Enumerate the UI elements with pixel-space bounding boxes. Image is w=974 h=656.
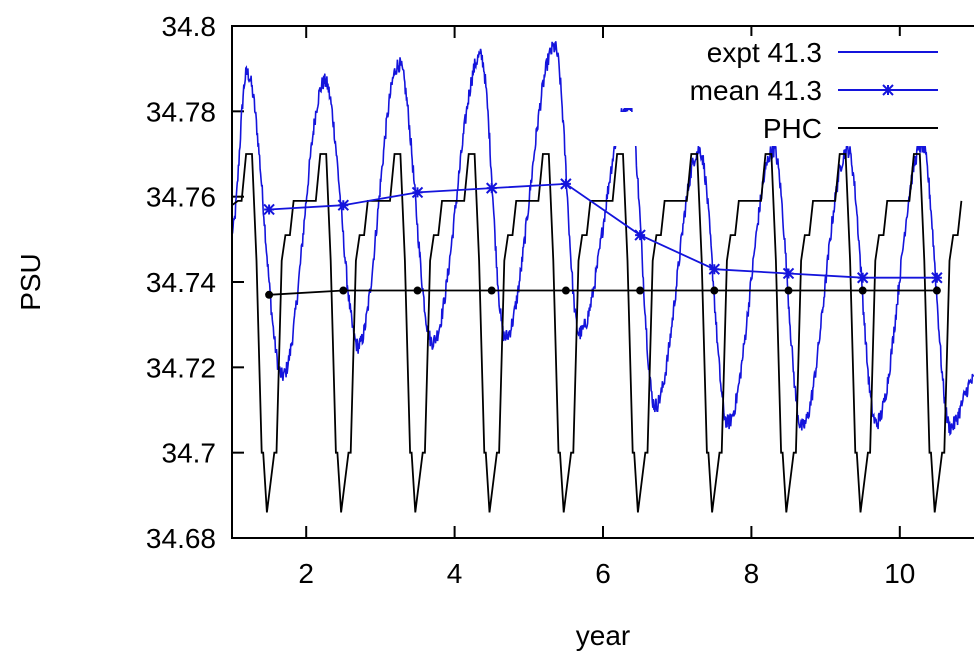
mean-41-3-point	[782, 267, 795, 280]
mean-41-3-point	[485, 182, 498, 194]
x-axis-ticks: 2 4 6 8 10	[298, 26, 915, 589]
y-tick-label: 34.7	[162, 438, 217, 469]
phc-mean-point	[561, 286, 570, 295]
x-tick-label: 10	[884, 558, 915, 589]
phc-mean-point	[487, 286, 496, 295]
legend: expt 41.3 mean 41.3 PHC	[610, 36, 962, 146]
mean-41-3-point	[931, 272, 943, 284]
mean-41-3-point	[411, 186, 424, 199]
phc-mean-point	[636, 286, 645, 295]
phc-mean-point	[710, 286, 719, 295]
plot-frame	[231, 25, 974, 539]
y-axis-label: PSU	[15, 253, 46, 311]
y-tick-label: 34.72	[146, 352, 216, 383]
phc-mean-point	[265, 290, 274, 299]
mean-41-3-point	[708, 263, 721, 275]
legend-marker	[882, 84, 894, 96]
phc-mean-point	[784, 286, 793, 295]
mean-41-3-point	[263, 203, 275, 216]
legend-label: PHC	[763, 113, 822, 144]
y-tick-label: 34.78	[146, 96, 216, 127]
series-layer	[232, 41, 974, 513]
mean-41-3-point	[337, 199, 350, 211]
plot-border	[231, 25, 974, 539]
phc-mean-point	[932, 286, 941, 295]
phc-mean-point	[339, 286, 348, 295]
mean-41-3-point	[634, 229, 646, 241]
y-axis-ticks: 34.68 34.7 34.72 34.74 34.76 34.78 34.8	[146, 11, 244, 554]
x-tick-label: 6	[595, 558, 611, 589]
y-tick-label: 34.68	[146, 523, 216, 554]
y-tick-label: 34.76	[146, 182, 216, 213]
x-tick-label: 4	[447, 558, 463, 589]
phc-mean-point	[413, 286, 422, 295]
x-axis-label: year	[576, 620, 630, 651]
legend-label: expt 41.3	[707, 37, 822, 68]
x-tick-label: 2	[298, 558, 314, 589]
phc-mean-line	[269, 289, 937, 296]
mean-41-3-point	[560, 178, 572, 190]
y-tick-label: 34.74	[146, 267, 216, 298]
legend-label: mean 41.3	[690, 75, 822, 106]
y-tick-label: 34.8	[162, 11, 217, 42]
mean-41-3-line	[269, 182, 937, 279]
mean-41-3-point	[856, 272, 869, 284]
phc-mean-point	[858, 286, 867, 295]
x-tick-label: 8	[744, 558, 760, 589]
expt-41-3-line	[232, 41, 974, 437]
